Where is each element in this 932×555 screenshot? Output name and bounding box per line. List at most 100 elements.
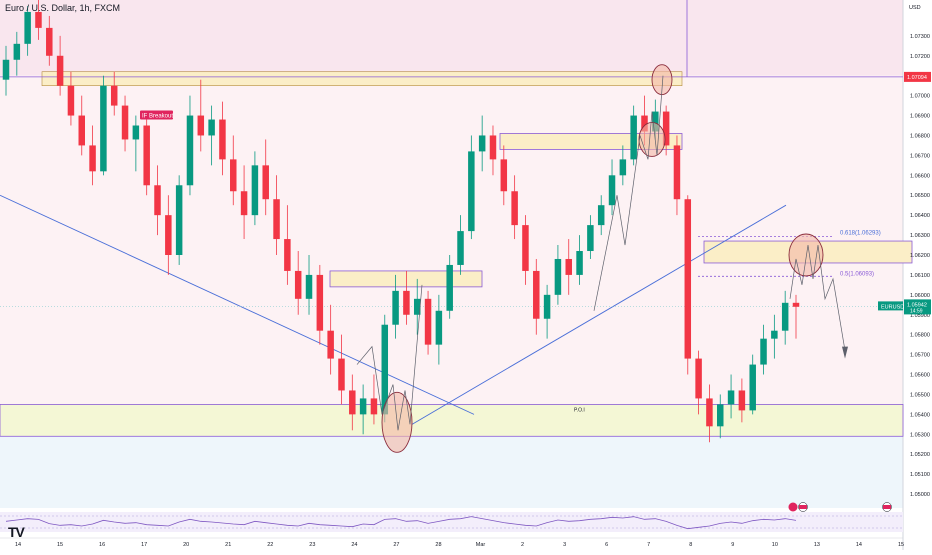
candle-body bbox=[489, 135, 497, 160]
current-price-tag bbox=[904, 299, 931, 315]
candle-body bbox=[186, 115, 194, 186]
candle-body bbox=[121, 105, 129, 140]
candle-body bbox=[154, 185, 161, 216]
x-tick-label: 14 bbox=[856, 542, 862, 548]
chart-title: Euro / U.S. Dollar, 1h, FXCM bbox=[5, 3, 121, 13]
y-tick-label: 1.06000 bbox=[910, 293, 930, 299]
y-tick-label: 1.05800 bbox=[910, 333, 930, 339]
y-tick-label: 1.05000 bbox=[910, 492, 930, 498]
candle-body bbox=[424, 298, 432, 345]
candle-body bbox=[132, 125, 140, 140]
poi-label: P.O.I bbox=[574, 407, 585, 413]
candle-body bbox=[468, 151, 475, 232]
candle-body bbox=[381, 324, 389, 415]
poi-zone bbox=[0, 404, 904, 437]
candle-body bbox=[511, 191, 518, 226]
candle-body bbox=[413, 298, 421, 315]
projection-arrowhead bbox=[842, 346, 848, 359]
x-tick-label: 15 bbox=[898, 542, 904, 548]
projection-target bbox=[789, 244, 846, 351]
candle-body bbox=[35, 11, 42, 28]
candle-body bbox=[738, 390, 746, 411]
y-tick-label: 1.07300 bbox=[910, 34, 930, 40]
candle-body bbox=[67, 85, 75, 116]
candle-body bbox=[478, 135, 486, 152]
x-tick-label: 8 bbox=[689, 542, 692, 548]
candle-body bbox=[619, 159, 627, 176]
candle-body bbox=[197, 115, 205, 136]
y-tick-label: 1.06900 bbox=[910, 114, 930, 120]
y-tick-label: 1.06400 bbox=[910, 213, 930, 219]
us-flag-stripe bbox=[883, 505, 891, 509]
x-tick-label: 24 bbox=[351, 542, 357, 548]
y-tick-label: 1.05400 bbox=[910, 412, 930, 418]
level-price-tag bbox=[904, 71, 931, 82]
fib-618-label: 0.618(1.06293) bbox=[840, 230, 881, 236]
x-tick-label: Mar bbox=[476, 542, 486, 548]
candle-body bbox=[457, 231, 464, 265]
candle-body bbox=[284, 239, 291, 271]
y-tick-label: 1.05100 bbox=[910, 472, 930, 478]
y-tick-label: 1.07200 bbox=[910, 54, 930, 60]
level-price-tag-label: 1.07094 bbox=[907, 75, 927, 81]
x-tick-label: 6 bbox=[605, 542, 608, 548]
candle-body bbox=[46, 27, 53, 56]
demand-zone bbox=[329, 270, 483, 288]
candle-body bbox=[251, 165, 259, 216]
rsi-pane bbox=[0, 512, 903, 532]
x-tick-label: 10 bbox=[772, 542, 778, 548]
double-top-circle bbox=[638, 122, 666, 157]
candle-body bbox=[165, 215, 172, 255]
descending-trendline bbox=[0, 194, 475, 415]
candle-body bbox=[370, 398, 378, 415]
breakout-label: IF Breakout bbox=[142, 114, 173, 120]
lightning-event-icon bbox=[788, 502, 798, 512]
candle-body bbox=[576, 251, 583, 275]
projection-double-bottom bbox=[356, 284, 423, 431]
candle-body bbox=[208, 119, 215, 136]
candle-body bbox=[359, 398, 367, 415]
symbol-tag-label: EURUSD bbox=[881, 304, 904, 310]
x-tick-label: 13 bbox=[814, 542, 820, 548]
y-tick-label: 1.06500 bbox=[910, 193, 930, 199]
y-tick-label: 1.05900 bbox=[910, 313, 930, 319]
candle-body bbox=[695, 358, 702, 399]
candle-body bbox=[587, 225, 594, 252]
candle-body bbox=[78, 115, 85, 146]
current-price-label: 1.05942 bbox=[907, 302, 927, 308]
candle-body bbox=[338, 358, 345, 391]
y-tick-label: 1.06800 bbox=[910, 133, 930, 139]
spike-top-circle bbox=[651, 64, 673, 96]
candle-body bbox=[630, 115, 637, 160]
ascending-trendline bbox=[411, 204, 787, 425]
candle-body bbox=[240, 191, 248, 216]
candle-body bbox=[100, 85, 107, 172]
candle-body bbox=[749, 364, 756, 411]
candle-body bbox=[273, 199, 280, 240]
y-tick-label: 1.05700 bbox=[910, 353, 930, 359]
symbol-tag bbox=[878, 301, 903, 311]
y-tick-label: 1.06100 bbox=[910, 273, 930, 279]
resistance-zone-top bbox=[41, 71, 683, 86]
x-tick-label: 14 bbox=[15, 542, 21, 548]
candle-body bbox=[56, 55, 64, 86]
candle-body bbox=[554, 258, 562, 295]
projection-rally bbox=[593, 75, 664, 311]
candle-body bbox=[717, 404, 724, 427]
x-tick-label: 9 bbox=[731, 542, 734, 548]
x-tick-label: 23 bbox=[309, 542, 315, 548]
y-tick-label: 1.05300 bbox=[910, 432, 930, 438]
countdown-label: 14:59 bbox=[910, 308, 923, 314]
currency-label: USD bbox=[909, 5, 921, 11]
x-tick-label: 2 bbox=[521, 542, 524, 548]
x-tick-label: 28 bbox=[435, 542, 441, 548]
candle-body bbox=[652, 111, 659, 132]
x-tick-label: 20 bbox=[183, 542, 189, 548]
candle-body bbox=[597, 205, 605, 226]
candle-body bbox=[727, 390, 735, 405]
candle-body bbox=[781, 302, 789, 331]
candle-body bbox=[608, 175, 616, 206]
candle-body bbox=[392, 290, 399, 325]
